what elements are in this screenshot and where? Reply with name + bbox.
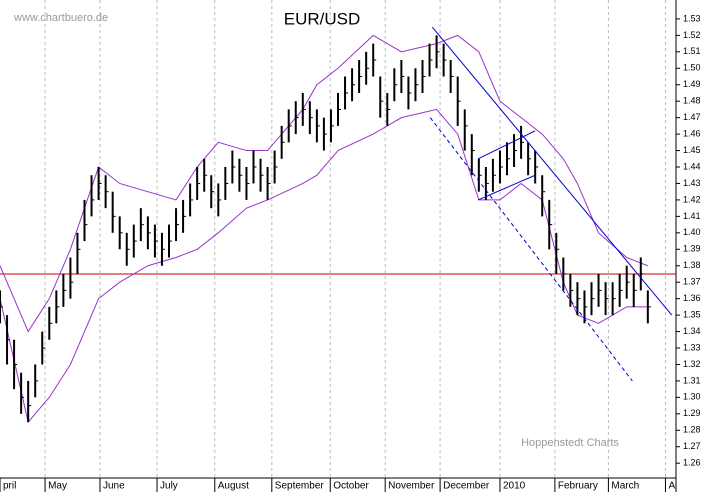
- x-tick-label: July: [160, 481, 178, 492]
- y-tick-label: 1.39: [683, 244, 701, 254]
- trendline: [429, 117, 633, 382]
- trendline: [431, 26, 673, 316]
- y-tick-label: 1.40: [683, 227, 701, 237]
- y-tick-label: 1.53: [683, 13, 701, 23]
- y-tick-label: 1.28: [683, 425, 701, 435]
- y-tick-label: 1.52: [683, 30, 701, 40]
- y-tick-label: 1.42: [683, 194, 701, 204]
- y-tick-label: 1.26: [683, 458, 701, 468]
- y-tick-label: 1.48: [683, 96, 701, 106]
- x-tick-label: pril: [3, 481, 16, 492]
- y-tick-label: 1.38: [683, 260, 701, 270]
- y-tick-label: 1.34: [683, 326, 701, 336]
- x-tick-label: 2010: [503, 481, 526, 492]
- x-tick-label: March: [611, 481, 639, 492]
- y-tick-label: 1.35: [683, 309, 701, 319]
- trendline: [477, 174, 536, 201]
- y-tick-label: 1.36: [683, 293, 701, 303]
- chart-title: EUR/USD: [284, 9, 361, 28]
- y-tick-label: 1.47: [683, 112, 701, 122]
- y-tick-label: 1.41: [683, 211, 701, 221]
- y-tick-label: 1.49: [683, 79, 701, 89]
- trendline: [477, 130, 536, 160]
- x-tick-label: A: [668, 481, 675, 492]
- band-upper: [0, 34, 649, 333]
- x-tick-label: December: [443, 481, 490, 492]
- y-tick-label: 1.45: [683, 145, 701, 155]
- y-tick-label: 1.43: [683, 178, 701, 188]
- y-tick-label: 1.46: [683, 128, 701, 138]
- x-tick-label: May: [48, 481, 67, 492]
- band-lower: [0, 108, 648, 424]
- y-tick-label: 1.33: [683, 342, 701, 352]
- x-tick-label: November: [388, 481, 435, 492]
- y-tick-label: 1.51: [683, 46, 701, 56]
- y-tick-label: 1.29: [683, 408, 701, 418]
- y-tick-label: 1.32: [683, 359, 701, 369]
- y-tick-label: 1.27: [683, 441, 701, 451]
- x-tick-label: September: [275, 481, 325, 492]
- x-tick-label: February: [558, 481, 598, 492]
- x-tick-label: June: [103, 481, 125, 492]
- y-tick-label: 1.50: [683, 63, 701, 73]
- source: Hoppenstedt Charts: [521, 437, 619, 449]
- watermark: www.chartbuero.de: [13, 12, 108, 24]
- y-tick-label: 1.30: [683, 392, 701, 402]
- x-tick-label: October: [333, 481, 369, 492]
- y-tick-label: 1.44: [683, 161, 701, 171]
- x-tick-label: August: [218, 481, 249, 492]
- y-tick-label: 1.37: [683, 277, 701, 287]
- y-tick-label: 1.31: [683, 375, 701, 385]
